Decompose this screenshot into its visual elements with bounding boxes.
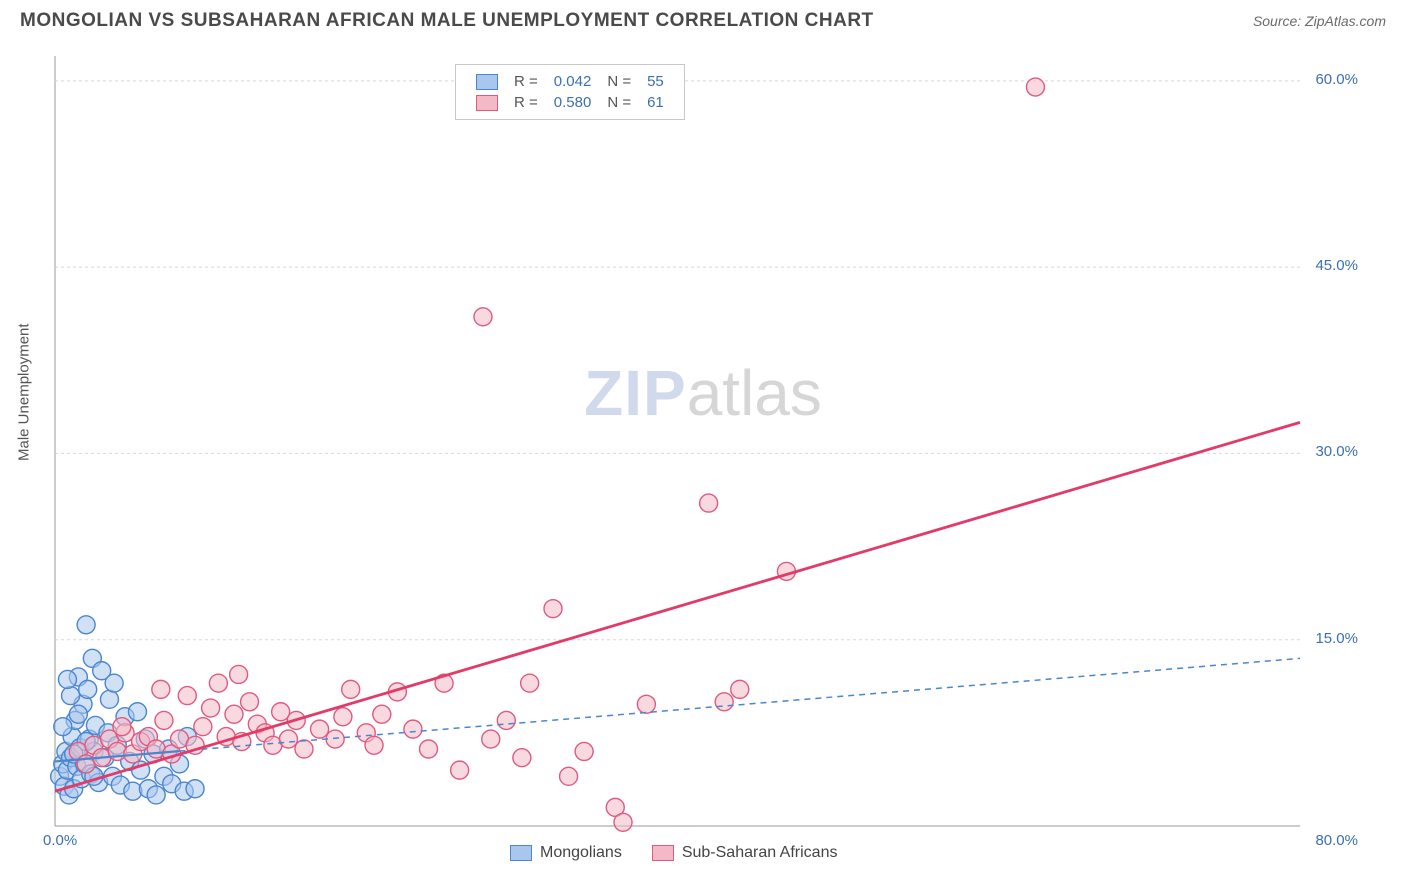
data-point: [342, 680, 360, 698]
legend-n-label: N =: [599, 71, 639, 92]
data-point: [373, 705, 391, 723]
header: MONGOLIAN VS SUBSAHARAN AFRICAN MALE UNE…: [0, 0, 1406, 36]
data-point: [202, 699, 220, 717]
data-point: [54, 718, 72, 736]
data-point: [575, 742, 593, 760]
data-point: [128, 703, 146, 721]
legend-n-label: N =: [599, 92, 639, 113]
y-axis-label: Male Unemployment: [16, 323, 33, 461]
axis-tick-label: 45.0%: [1315, 257, 1358, 274]
scatter-plot-svg: [0, 36, 1406, 876]
data-point: [715, 693, 733, 711]
data-point: [100, 690, 118, 708]
data-point: [404, 720, 422, 738]
axis-tick-label: 0.0%: [43, 832, 77, 849]
legend-r-label: R =: [506, 92, 546, 113]
data-point: [209, 674, 227, 692]
data-point: [560, 767, 578, 785]
legend-row: R =0.580N =61: [468, 92, 672, 113]
data-point: [105, 674, 123, 692]
data-point: [279, 730, 297, 748]
legend-series-name: Mongolians: [540, 844, 622, 862]
data-point: [544, 600, 562, 618]
axis-tick-label: 60.0%: [1315, 71, 1358, 88]
axis-tick-label: 15.0%: [1315, 630, 1358, 647]
data-point: [637, 695, 655, 713]
data-point: [334, 708, 352, 726]
data-point: [69, 705, 87, 723]
data-point: [178, 687, 196, 705]
regression-line: [55, 422, 1300, 791]
data-point: [113, 718, 131, 736]
data-point: [614, 813, 632, 831]
data-point: [194, 718, 212, 736]
legend-item: Sub-Saharan Africans: [652, 844, 838, 862]
data-point: [79, 680, 97, 698]
data-point: [225, 705, 243, 723]
data-point: [1026, 78, 1044, 96]
axis-tick-label: 30.0%: [1315, 443, 1358, 460]
data-point: [230, 665, 248, 683]
legend-n-value: 55: [639, 71, 672, 92]
legend-item: Mongolians: [510, 844, 622, 862]
data-point: [521, 674, 539, 692]
data-point: [326, 730, 344, 748]
data-point: [241, 693, 259, 711]
data-point: [482, 730, 500, 748]
legend-swatch: [510, 845, 532, 861]
data-point: [451, 761, 469, 779]
legend-n-value: 61: [639, 92, 672, 113]
legend-swatch: [476, 95, 498, 111]
chart-title: MONGOLIAN VS SUBSAHARAN AFRICAN MALE UNE…: [20, 10, 874, 32]
data-point: [62, 687, 80, 705]
legend-series-name: Sub-Saharan Africans: [682, 844, 838, 862]
data-point: [77, 616, 95, 634]
legend-r-value: 0.042: [546, 71, 600, 92]
data-point: [152, 680, 170, 698]
data-point: [513, 749, 531, 767]
data-point: [420, 740, 438, 758]
data-point: [155, 711, 173, 729]
series-legend: Mongolians Sub-Saharan Africans: [510, 844, 837, 862]
data-point: [58, 670, 76, 688]
data-point: [295, 740, 313, 758]
axis-tick-label: 80.0%: [1315, 832, 1358, 849]
legend-r-value: 0.580: [546, 92, 600, 113]
chart-area: Male Unemployment ZIPatlas R =0.042N =55…: [0, 36, 1406, 886]
source-attribution: Source: ZipAtlas.com: [1253, 13, 1386, 29]
legend-r-label: R =: [506, 71, 546, 92]
data-point: [311, 720, 329, 738]
data-point: [474, 308, 492, 326]
data-point: [700, 494, 718, 512]
data-point: [497, 711, 515, 729]
data-point: [186, 780, 204, 798]
legend-row: R =0.042N =55: [468, 71, 672, 92]
data-point: [147, 786, 165, 804]
legend-swatch: [652, 845, 674, 861]
data-point: [365, 736, 383, 754]
data-point: [731, 680, 749, 698]
correlation-legend: R =0.042N =55R =0.580N =61: [455, 64, 685, 120]
legend-swatch: [476, 74, 498, 90]
